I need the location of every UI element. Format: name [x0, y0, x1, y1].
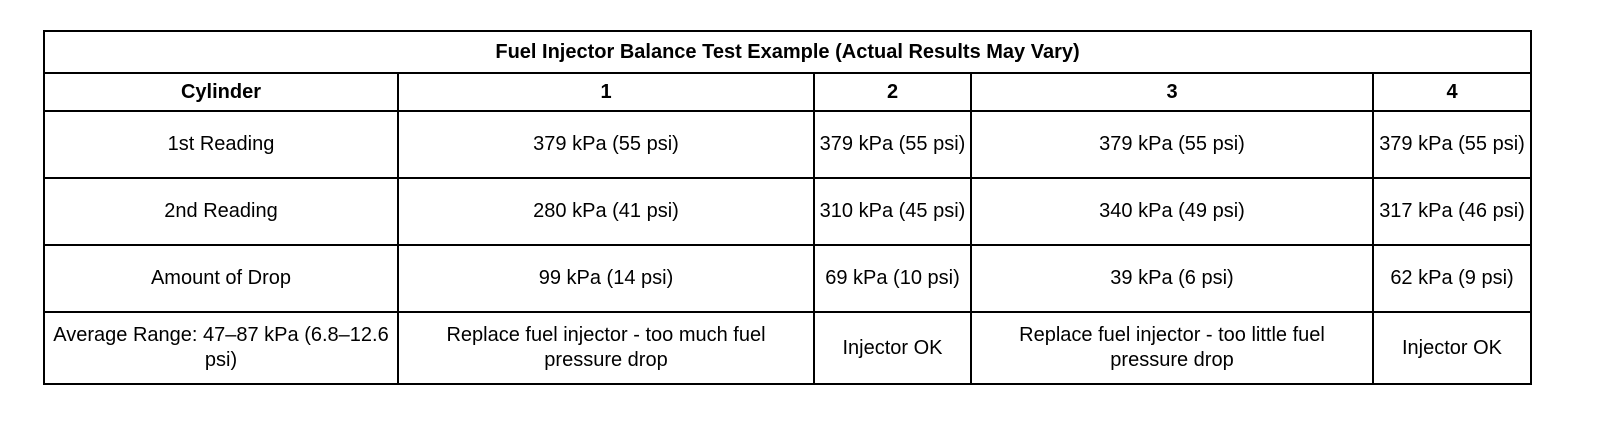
- table-row-average-range: Average Range: 47–87 kPa (6.8–12.6 psi) …: [43, 311, 1533, 385]
- table-row-amount-of-drop: Amount of Drop 99 kPa (14 psi) 69 kPa (1…: [43, 244, 1533, 313]
- table-header-row: Cylinder 1 2 3 4: [43, 72, 1533, 112]
- table-cell: 340 kPa (49 psi): [970, 177, 1374, 246]
- header-cylinder-4: 4: [1371, 72, 1533, 112]
- table-cell: 379 kPa (55 psi): [397, 110, 815, 179]
- table-title: Fuel Injector Balance Test Example (Actu…: [42, 30, 1533, 74]
- row-label: 1st Reading: [43, 110, 399, 179]
- table-cell: 39 kPa (6 psi): [970, 244, 1374, 313]
- table-cell: 69 kPa (10 psi): [813, 244, 972, 313]
- row-label: Amount of Drop: [43, 244, 399, 313]
- table-row-1st-reading: 1st Reading 379 kPa (55 psi) 379 kPa (55…: [43, 110, 1533, 179]
- table-cell: Replace fuel injector - too much fuel pr…: [397, 311, 815, 385]
- table-row-2nd-reading: 2nd Reading 280 kPa (41 psi) 310 kPa (45…: [43, 177, 1533, 246]
- table-title-row: Fuel Injector Balance Test Example (Actu…: [42, 30, 1533, 74]
- header-cylinder-3: 3: [970, 72, 1374, 112]
- header-cylinder: Cylinder: [43, 72, 399, 112]
- table-cell: 379 kPa (55 psi): [970, 110, 1374, 179]
- table-cell: Injector OK: [813, 311, 972, 385]
- row-label: 2nd Reading: [43, 177, 399, 246]
- table-cell: Injector OK: [1371, 311, 1533, 385]
- table-cell: 310 kPa (45 psi): [813, 177, 972, 246]
- table-cell: 379 kPa (55 psi): [813, 110, 972, 179]
- row-label: Average Range: 47–87 kPa (6.8–12.6 psi): [43, 311, 399, 385]
- table-cell: 62 kPa (9 psi): [1371, 244, 1533, 313]
- table-cell: Replace fuel injector - too little fuel …: [970, 311, 1374, 385]
- header-cylinder-2: 2: [813, 72, 972, 112]
- table-cell: 99 kPa (14 psi): [397, 244, 815, 313]
- fuel-injector-balance-table: Fuel Injector Balance Test Example (Actu…: [42, 30, 1533, 385]
- table-cell: 379 kPa (55 psi): [1371, 110, 1533, 179]
- table-cell: 317 kPa (46 psi): [1371, 177, 1533, 246]
- table-cell: 280 kPa (41 psi): [397, 177, 815, 246]
- header-cylinder-1: 1: [397, 72, 815, 112]
